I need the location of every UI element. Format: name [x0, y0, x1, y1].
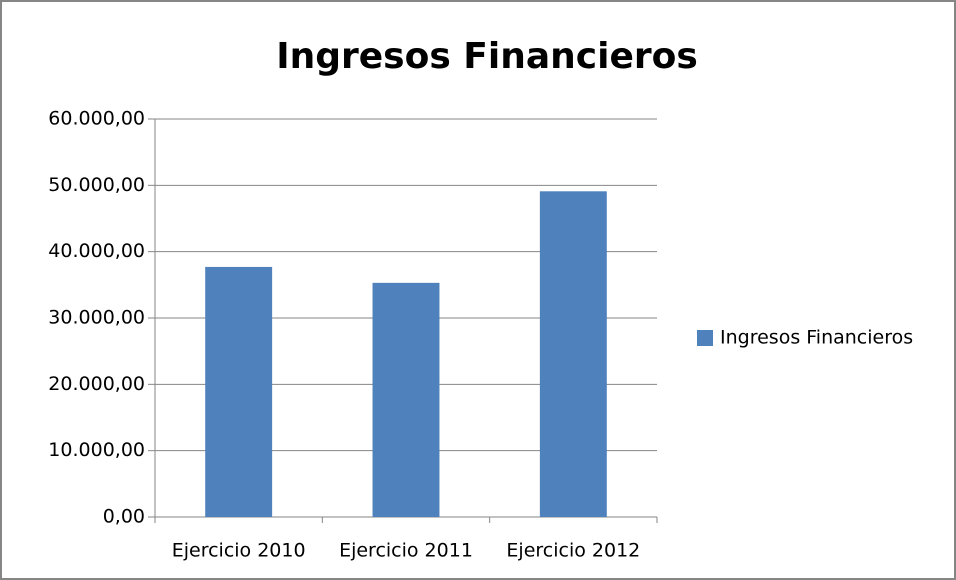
chart-title: Ingresos Financieros — [276, 36, 698, 77]
legend-label: Ingresos Financieros — [720, 327, 913, 349]
x-tick-label: Ejercicio 2010 — [172, 540, 306, 562]
y-tick-label: 20.000,00 — [48, 373, 145, 395]
legend-swatch — [697, 330, 713, 346]
y-tick-label: 60.000,00 — [48, 108, 145, 130]
x-tick-label: Ejercicio 2011 — [339, 540, 473, 562]
y-tick-label: 40.000,00 — [48, 240, 145, 262]
y-tick-label: 10.000,00 — [48, 439, 145, 461]
y-tick-label: 50.000,00 — [48, 174, 145, 196]
bar — [372, 282, 440, 517]
x-tick-label: Ejercicio 2012 — [506, 540, 640, 562]
bar — [205, 266, 273, 517]
y-tick-label: 30.000,00 — [48, 307, 145, 329]
y-tick-label: 0,00 — [103, 506, 145, 528]
bar — [539, 191, 607, 517]
